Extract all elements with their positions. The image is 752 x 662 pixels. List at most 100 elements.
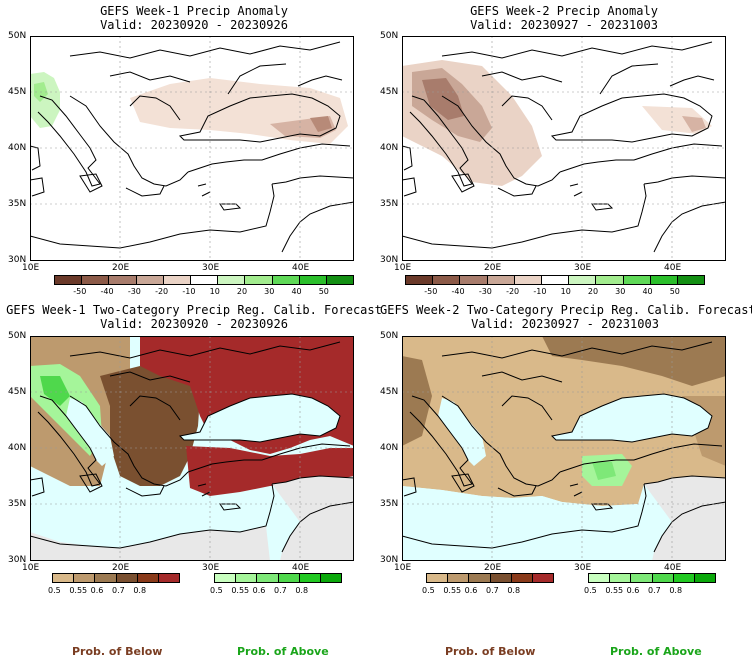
colorbar-label: 0.8	[133, 586, 147, 595]
colorbar-swatch	[137, 574, 159, 582]
lat-label: 40N	[8, 143, 27, 153]
colorbar-swatch	[569, 276, 597, 284]
colorbar-label: 10	[209, 287, 220, 296]
colorbar-label: -40	[100, 287, 114, 296]
colorbar-swatch	[109, 276, 137, 284]
lat-label: 35N	[380, 499, 399, 509]
colorbar-swatch	[460, 276, 488, 284]
land-gray-mideast	[272, 476, 354, 561]
map-week1-probability	[30, 336, 354, 561]
colorbar-swatch	[433, 276, 461, 284]
land-gray-mideast	[644, 476, 726, 561]
colorbar-swatch	[272, 276, 300, 284]
colorbar-label: 0.6	[464, 586, 478, 595]
map-week1-anomaly	[30, 36, 354, 261]
lon-label: 20E	[484, 263, 502, 273]
colorbar-label: 0.55	[605, 586, 624, 595]
lat-label: 45N	[8, 387, 27, 397]
colorbar-swatch	[490, 574, 512, 582]
colorbar-label: 0.55	[231, 586, 250, 595]
colorbar-swatch	[596, 276, 624, 284]
colorbar-swatch	[95, 574, 117, 582]
colorbar-label: -40	[451, 287, 465, 296]
colorbar-swatch	[53, 574, 75, 582]
lon-label: 20E	[112, 563, 130, 573]
colorbar-label: 20	[236, 287, 248, 296]
lat-label: 50N	[8, 31, 27, 41]
colorbar-swatch	[406, 276, 434, 284]
lon-label: 30E	[574, 563, 592, 573]
colorbar-swatch	[163, 276, 191, 284]
prob-below-mid-west	[402, 356, 432, 446]
lon-label: 30E	[202, 263, 220, 273]
lat-label: 30N	[8, 555, 27, 565]
colorbar-swatch	[694, 574, 716, 582]
colorbar-swatch	[610, 574, 632, 582]
colorbar-swatch	[673, 574, 695, 582]
colorbar-swatch	[469, 574, 491, 582]
colorbar-label: 0.5	[48, 586, 61, 595]
lon-label: 40E	[664, 563, 682, 573]
legend-prob-above-week1: Prob. of Above	[237, 645, 329, 658]
colorbar-label: 50	[318, 287, 329, 296]
colorbar-swatch	[650, 276, 678, 284]
colorbar-label: 50	[669, 287, 680, 296]
colorbar-swatch	[55, 276, 83, 284]
lon-label: 10E	[394, 263, 412, 273]
colorbar-label: 0.55	[443, 586, 462, 595]
lat-label: 45N	[8, 87, 27, 97]
colorbar-swatch	[299, 276, 327, 284]
lon-label: 10E	[394, 563, 412, 573]
colorbar-swatch	[631, 574, 653, 582]
map-week2-probability	[402, 336, 726, 561]
colorbar-swatch	[190, 276, 219, 284]
lon-label: 20E	[112, 263, 130, 273]
colorbar-swatch	[652, 574, 674, 582]
panel2-title: GEFS Week-2 Precip Anomaly Valid: 2023092…	[470, 4, 658, 32]
lat-label: 35N	[380, 199, 399, 209]
colorbar-swatch	[82, 276, 110, 284]
lon-label: 10E	[22, 263, 40, 273]
colorbar-swatch	[589, 574, 611, 582]
colorbar-label: -20	[155, 287, 169, 296]
lon-label: 30E	[202, 563, 220, 573]
lat-label: 30N	[380, 555, 399, 565]
colorbar-swatch	[215, 574, 237, 582]
lat-label: 50N	[380, 31, 399, 41]
legend-prob-above-week2: Prob. of Above	[610, 645, 702, 658]
colorbar-swatch	[514, 276, 542, 284]
colorbar-swatch	[116, 574, 138, 582]
colorbar-swatch	[245, 276, 273, 284]
colorbar-label: 0.6	[252, 586, 266, 595]
anomaly-colorbar-week2	[405, 275, 705, 285]
prob-below-balkans	[100, 366, 200, 486]
colorbar-label: 40	[642, 287, 653, 296]
lat-label: 50N	[8, 331, 27, 341]
colorbar-label: -30	[478, 287, 492, 296]
colorbar-label: 0.7	[486, 586, 499, 595]
colorbar-label: 0.7	[112, 586, 125, 595]
colorbar-label: 0.8	[507, 586, 521, 595]
lat-label: 45N	[380, 387, 399, 397]
colorbar-swatch	[677, 276, 705, 284]
anomaly-negative-core-2	[310, 116, 332, 132]
colorbar-swatch	[448, 574, 470, 582]
colorbar-swatch	[320, 574, 342, 582]
colorbar-label: 40	[291, 287, 302, 296]
colorbar-swatch	[218, 276, 246, 284]
colorbar-label: -10	[533, 287, 547, 296]
lat-label: 35N	[8, 199, 27, 209]
lat-label: 45N	[380, 87, 399, 97]
colorbar-swatch	[158, 574, 180, 582]
lon-label: 40E	[664, 263, 682, 273]
anomaly-negative-core-2	[422, 78, 464, 120]
lat-label: 35N	[8, 499, 27, 509]
sea-south	[402, 486, 646, 561]
colorbar-label: 20	[587, 287, 599, 296]
lon-label: 40E	[292, 563, 310, 573]
colorbar-label: 0.8	[669, 586, 683, 595]
legend-prob-below-week1: Prob. of Below	[72, 645, 163, 658]
colorbar-label: -20	[506, 287, 520, 296]
colorbar-swatch	[427, 574, 449, 582]
colorbar-label: -30	[127, 287, 141, 296]
